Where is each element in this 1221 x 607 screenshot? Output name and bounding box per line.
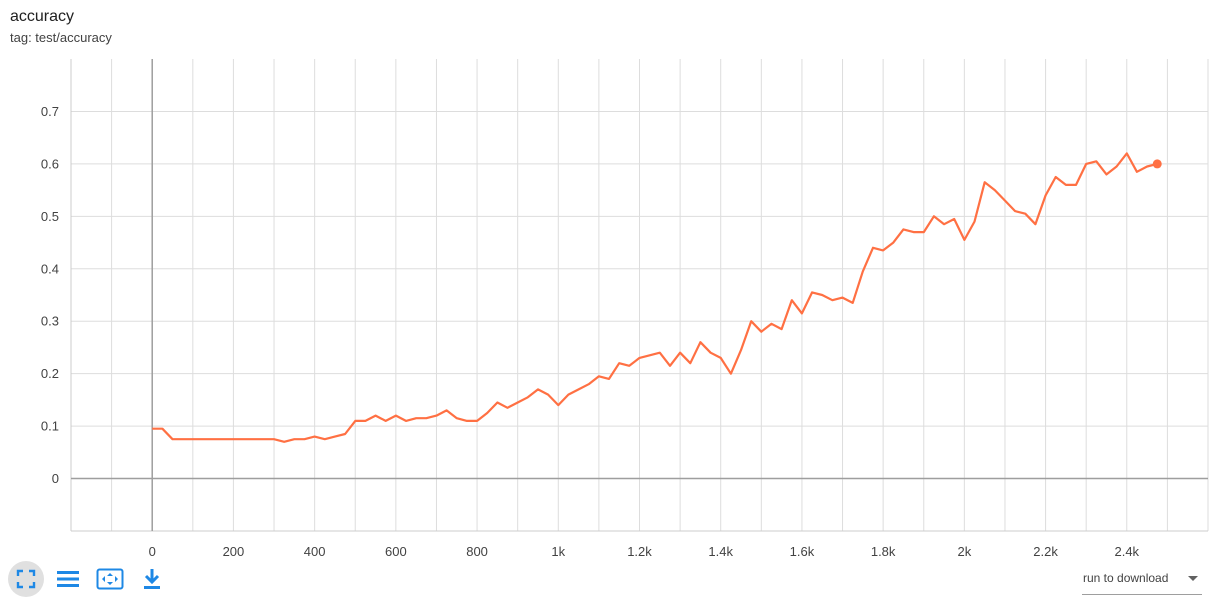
expand-button[interactable] <box>92 561 128 597</box>
chart-tag: tag: test/accuracy <box>10 30 112 45</box>
y-tick-label: 0.5 <box>41 209 59 224</box>
accuracy-series-line <box>152 152 1158 443</box>
x-tick-label: 2k <box>957 544 971 559</box>
chart-title: accuracy <box>10 8 75 25</box>
toggle-log-scale-button[interactable] <box>50 561 86 597</box>
x-tick-label: 1.2k <box>627 544 652 559</box>
x-tick-label: 1.4k <box>708 544 733 559</box>
x-tick-label: 1.6k <box>790 544 815 559</box>
x-tick-label: 1.8k <box>871 544 896 559</box>
x-tick-label: 400 <box>304 544 326 559</box>
y-tick-label: 0.6 <box>41 156 59 171</box>
y-tick-label: 0.4 <box>41 261 59 276</box>
accuracy-chart: 0 200 400 600 800 1k 1.2k 1.4k 1.6k 1.8k 2k 2.2k 2.4… <box>41 59 1209 559</box>
download-button[interactable] <box>134 561 170 597</box>
y-tick-label: 0 <box>52 471 59 486</box>
x-tick-label: 1k <box>551 544 565 559</box>
chevron-down-icon <box>1188 576 1198 581</box>
y-tick-label: 0.2 <box>41 366 59 381</box>
x-tick-label: 2.4k <box>1114 544 1139 559</box>
download-icon <box>144 569 160 589</box>
x-tick-label: 0 <box>149 544 156 559</box>
x-tick-label: 200 <box>223 544 245 559</box>
fit-domain-button[interactable] <box>8 561 44 597</box>
last-point-marker <box>1152 159 1162 169</box>
y-tick-label: 0.3 <box>41 314 59 329</box>
x-tick-label: 600 <box>385 544 407 559</box>
run-to-download-select[interactable]: run to download <box>1082 568 1202 595</box>
run-to-download-label: run to download <box>1083 571 1169 585</box>
chart-toolbar <box>8 560 170 598</box>
x-tick-label: 800 <box>466 544 488 559</box>
y-tick-label: 0.7 <box>41 104 59 119</box>
x-tick-label: 2.2k <box>1033 544 1058 559</box>
y-tick-label: 0.1 <box>41 419 59 434</box>
expand-icon <box>96 568 124 590</box>
fit-domain-icon <box>16 569 36 589</box>
list-icon <box>57 571 79 587</box>
